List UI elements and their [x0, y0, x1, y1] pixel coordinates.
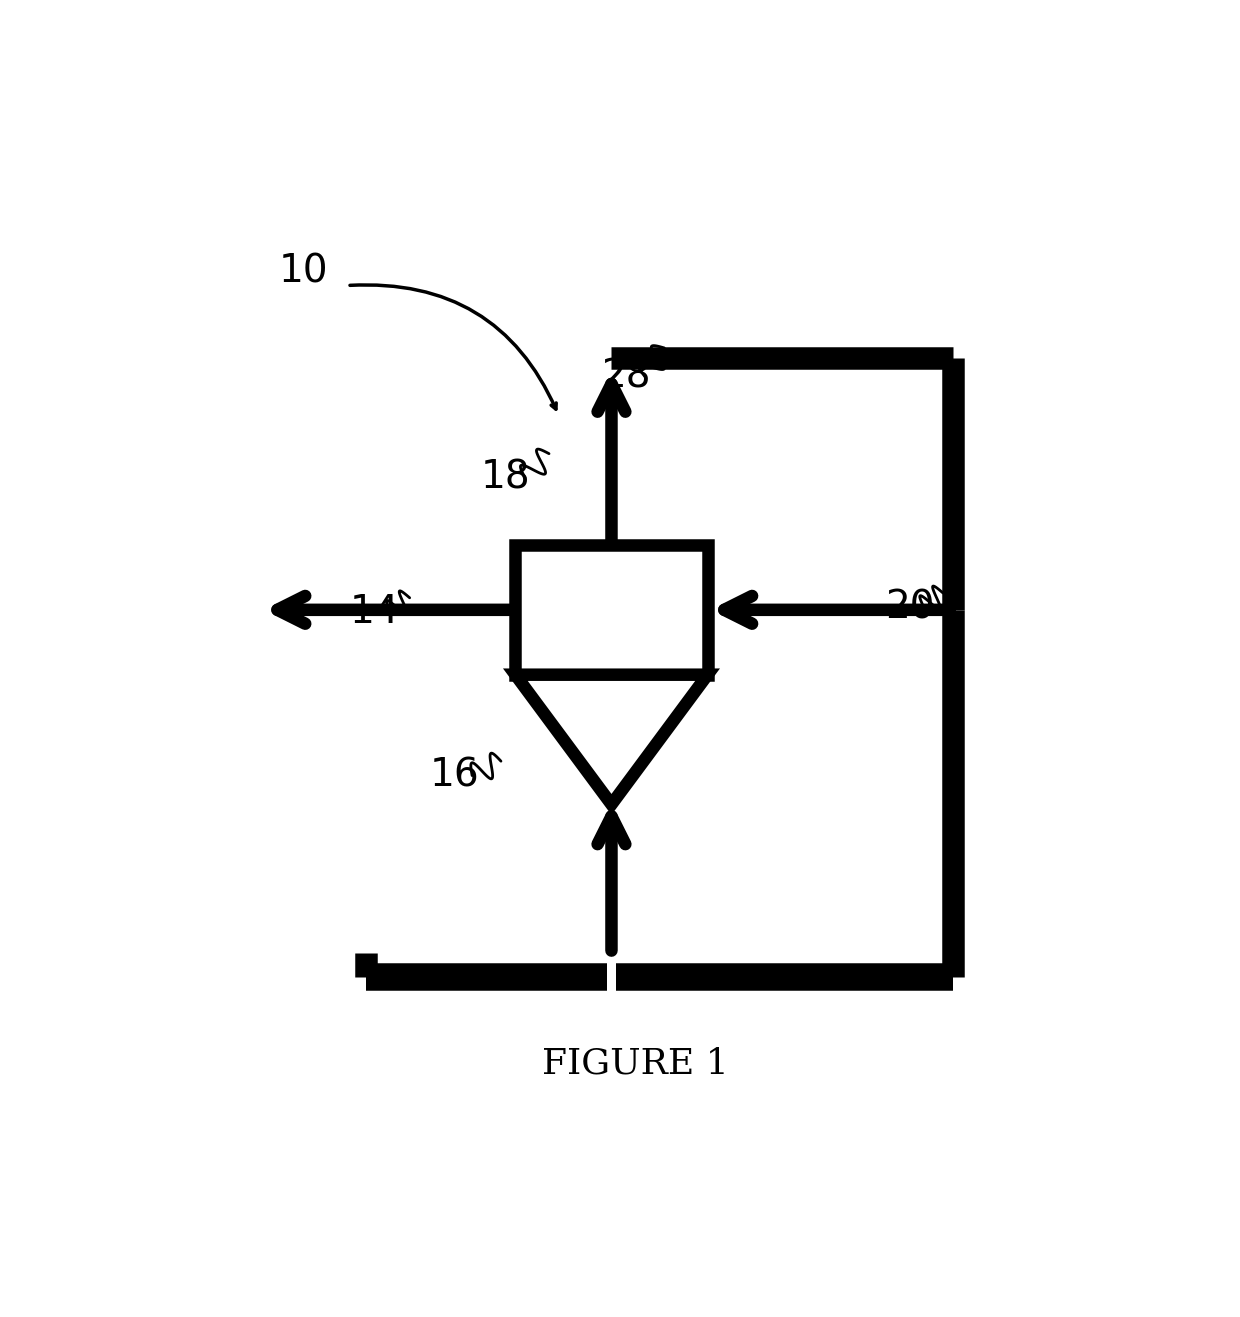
Text: 10: 10 [279, 252, 329, 290]
Bar [516, 545, 708, 674]
Text: 18: 18 [481, 458, 531, 497]
Text: 16: 16 [430, 756, 480, 794]
Text: 28: 28 [601, 358, 651, 396]
Text: 20: 20 [884, 589, 934, 627]
Polygon shape [516, 674, 708, 805]
Text: 14: 14 [350, 593, 399, 631]
Text: FIGURE 1: FIGURE 1 [542, 1047, 729, 1081]
